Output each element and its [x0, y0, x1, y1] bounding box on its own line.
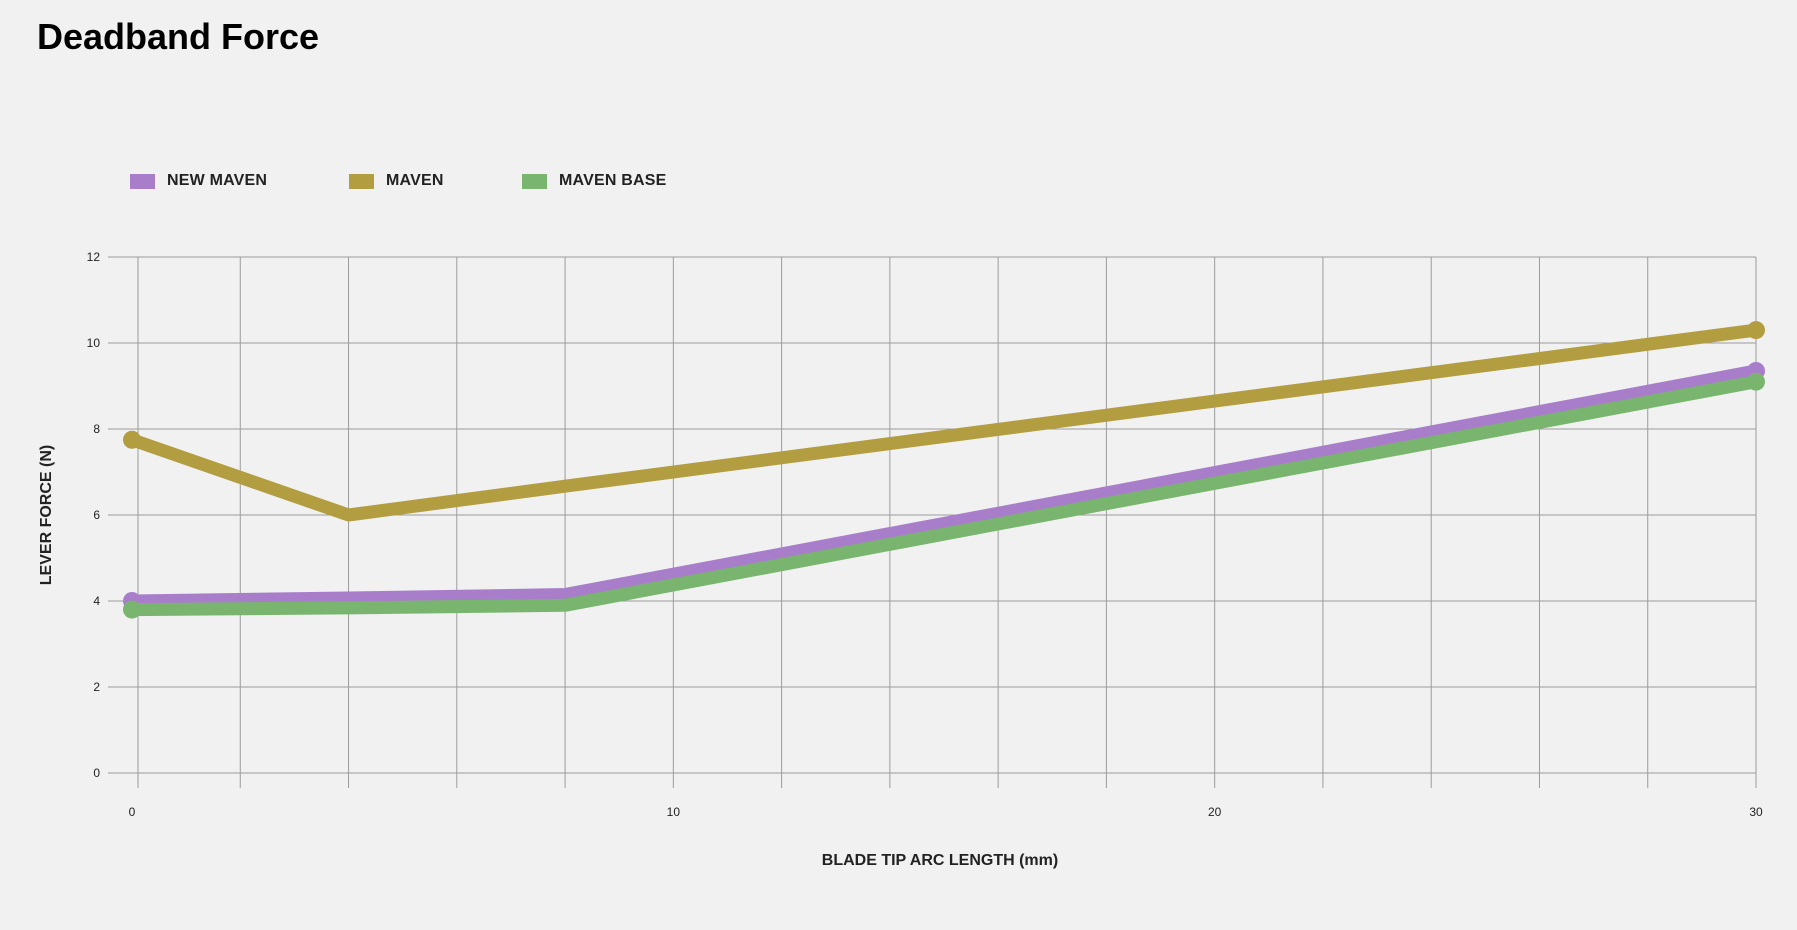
- legend-label-new-maven: NEW MAVEN: [167, 172, 268, 189]
- y-tick-label: 2: [93, 680, 100, 694]
- x-axis-title: BLADE TIP ARC LENGTH (mm): [822, 852, 1058, 869]
- legend-item-maven: MAVEN: [349, 172, 522, 190]
- y-tick-label: 6: [93, 508, 100, 522]
- x-tick-label: 0: [129, 805, 136, 819]
- data-point-maven-base: [1747, 372, 1765, 391]
- y-tick-label: 4: [93, 594, 100, 608]
- y-tick-label: 12: [87, 250, 101, 264]
- grid-lines: [108, 256, 1757, 788]
- y-tick-label: 10: [87, 336, 101, 350]
- legend-item-new-maven: NEW MAVEN: [130, 172, 349, 190]
- legend-label-maven-base: MAVEN BASE: [559, 172, 667, 189]
- series-lines: [123, 321, 1765, 619]
- series-line-new-maven: [125, 364, 1763, 608]
- legend-label-maven: MAVEN: [386, 172, 444, 189]
- series-line-maven: [125, 323, 1763, 522]
- chart-legend: NEW MAVEN MAVEN MAVEN BASE: [130, 170, 667, 192]
- page-title: Deadband Force: [37, 16, 320, 57]
- y-tick-label: 8: [93, 422, 100, 436]
- legend-swatch-maven: [349, 173, 374, 189]
- data-point-maven-base: [123, 600, 141, 619]
- legend-swatch-maven-base: [522, 173, 547, 189]
- data-point-maven: [123, 430, 141, 449]
- legend-swatch-new-maven: [130, 173, 155, 189]
- y-axis-title: LEVER FORCE (N): [38, 445, 55, 585]
- x-tick-label: 10: [667, 805, 681, 819]
- x-tick-label: 30: [1749, 805, 1763, 819]
- data-point-maven: [1747, 321, 1765, 340]
- y-tick-label: 0: [93, 766, 100, 780]
- series-line-maven-base: [125, 375, 1763, 617]
- legend-item-maven-base: MAVEN BASE: [522, 172, 667, 190]
- x-tick-label: 20: [1208, 805, 1222, 819]
- tick-labels: 0 2 4 6 8 10 12 0 10 20 30: [87, 250, 1763, 819]
